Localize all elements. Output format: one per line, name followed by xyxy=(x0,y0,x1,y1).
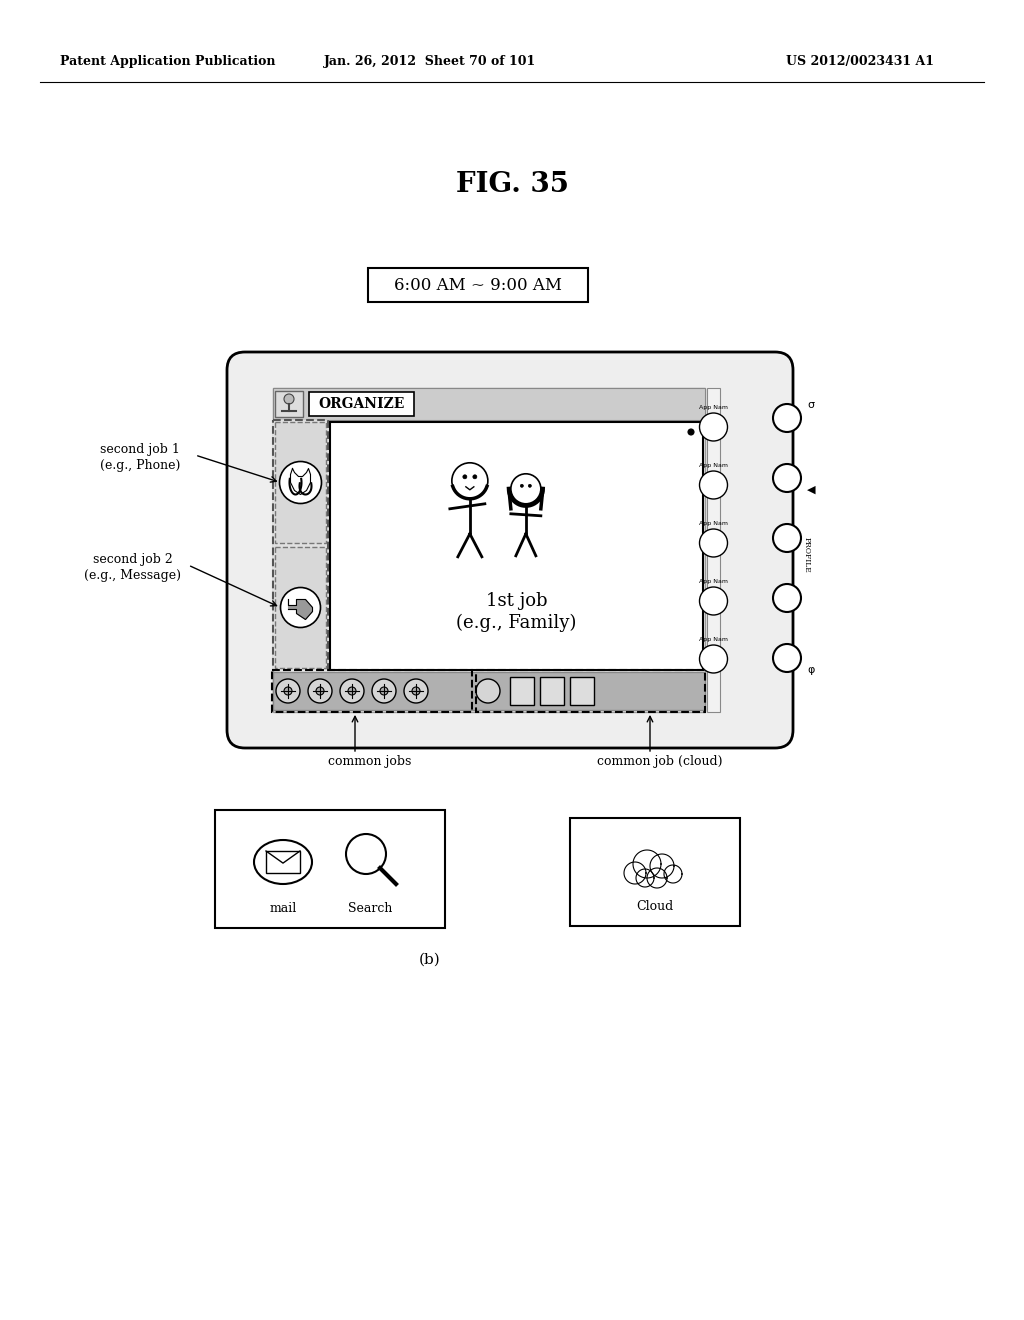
Text: ◀: ◀ xyxy=(807,484,815,495)
Text: (b): (b) xyxy=(419,953,441,968)
Circle shape xyxy=(699,413,727,441)
Text: 1st job: 1st job xyxy=(485,591,547,610)
Bar xyxy=(272,671,472,711)
Circle shape xyxy=(452,463,487,499)
Text: PROFILE: PROFILE xyxy=(803,537,811,573)
Bar xyxy=(275,546,326,668)
Circle shape xyxy=(773,524,801,552)
Circle shape xyxy=(647,869,667,888)
Circle shape xyxy=(404,678,428,704)
Text: App Nam: App Nam xyxy=(699,462,728,467)
Text: US 2012/0023431 A1: US 2012/0023431 A1 xyxy=(786,55,934,69)
Text: (e.g., Message): (e.g., Message) xyxy=(85,569,181,582)
Circle shape xyxy=(699,645,727,673)
Bar xyxy=(330,422,703,671)
Bar xyxy=(215,810,445,928)
Circle shape xyxy=(276,678,300,704)
Text: App Nam: App Nam xyxy=(699,578,728,583)
Circle shape xyxy=(412,686,420,696)
Circle shape xyxy=(699,471,727,499)
Text: σ: σ xyxy=(807,400,814,411)
Circle shape xyxy=(699,587,727,615)
Bar xyxy=(273,420,328,671)
Text: Patent Application Publication: Patent Application Publication xyxy=(60,55,275,69)
Circle shape xyxy=(473,475,477,479)
Text: common jobs: common jobs xyxy=(329,755,412,768)
Circle shape xyxy=(284,393,294,404)
Text: φ: φ xyxy=(807,665,814,675)
Circle shape xyxy=(773,465,801,492)
Circle shape xyxy=(284,686,292,696)
Circle shape xyxy=(636,869,654,887)
Text: second job 1: second job 1 xyxy=(100,444,180,457)
Bar xyxy=(273,388,705,711)
Text: FIG. 35: FIG. 35 xyxy=(456,172,568,198)
Text: Jan. 26, 2012  Sheet 70 of 101: Jan. 26, 2012 Sheet 70 of 101 xyxy=(324,55,537,69)
Bar xyxy=(368,268,588,302)
FancyBboxPatch shape xyxy=(227,352,793,748)
Text: second job 2: second job 2 xyxy=(93,553,173,566)
Circle shape xyxy=(340,678,364,704)
Circle shape xyxy=(633,850,662,878)
Bar xyxy=(275,391,303,417)
Circle shape xyxy=(380,686,388,696)
Bar xyxy=(266,851,300,873)
Circle shape xyxy=(308,678,332,704)
FancyBboxPatch shape xyxy=(309,392,414,416)
Text: mail: mail xyxy=(269,902,297,915)
Text: App Nam: App Nam xyxy=(699,404,728,409)
Circle shape xyxy=(372,678,396,704)
Circle shape xyxy=(528,484,531,487)
Text: Cloud: Cloud xyxy=(636,899,674,912)
Circle shape xyxy=(699,529,727,557)
Bar xyxy=(273,672,705,710)
Circle shape xyxy=(463,475,467,479)
Bar xyxy=(570,677,594,705)
Text: common job (cloud): common job (cloud) xyxy=(597,755,723,768)
Bar xyxy=(275,422,326,543)
Text: App Nam: App Nam xyxy=(699,636,728,642)
Circle shape xyxy=(348,686,356,696)
Text: ORGANIZE: ORGANIZE xyxy=(318,397,404,411)
Text: Search: Search xyxy=(348,902,392,915)
Circle shape xyxy=(520,484,523,487)
Text: (e.g., Phone): (e.g., Phone) xyxy=(99,459,180,473)
Bar xyxy=(540,677,564,705)
Circle shape xyxy=(650,854,674,878)
Ellipse shape xyxy=(254,840,312,884)
Bar xyxy=(273,388,705,420)
Bar xyxy=(707,388,720,711)
Circle shape xyxy=(688,429,694,436)
Circle shape xyxy=(281,587,321,627)
Bar xyxy=(275,422,326,543)
Circle shape xyxy=(476,678,500,704)
Circle shape xyxy=(773,644,801,672)
Bar xyxy=(570,818,740,927)
Circle shape xyxy=(773,404,801,432)
Text: (e.g., Family): (e.g., Family) xyxy=(457,614,577,632)
Circle shape xyxy=(664,865,682,883)
Circle shape xyxy=(511,474,541,504)
Polygon shape xyxy=(289,599,312,619)
Circle shape xyxy=(773,583,801,612)
Text: App Nam: App Nam xyxy=(699,520,728,525)
Text: 6:00 AM ~ 9:00 AM: 6:00 AM ~ 9:00 AM xyxy=(394,276,562,293)
Bar xyxy=(510,677,534,705)
Bar xyxy=(275,546,326,668)
Circle shape xyxy=(316,686,324,696)
Circle shape xyxy=(346,834,386,874)
Bar xyxy=(476,671,705,711)
Circle shape xyxy=(624,862,646,884)
Circle shape xyxy=(280,462,322,503)
